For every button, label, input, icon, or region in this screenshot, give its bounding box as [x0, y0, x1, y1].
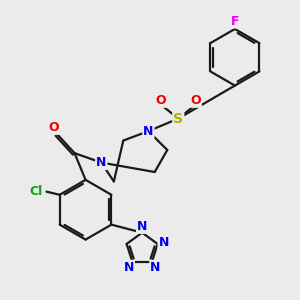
- Text: F: F: [231, 15, 239, 28]
- Text: N: N: [137, 220, 147, 233]
- Text: Cl: Cl: [29, 184, 43, 197]
- Text: S: S: [173, 112, 183, 126]
- Text: N: N: [143, 124, 154, 138]
- Text: O: O: [190, 94, 201, 107]
- Text: N: N: [124, 261, 134, 274]
- Text: N: N: [150, 261, 161, 274]
- Text: N: N: [158, 236, 169, 248]
- Text: O: O: [48, 121, 59, 134]
- Text: N: N: [96, 156, 106, 169]
- Text: O: O: [156, 94, 166, 107]
